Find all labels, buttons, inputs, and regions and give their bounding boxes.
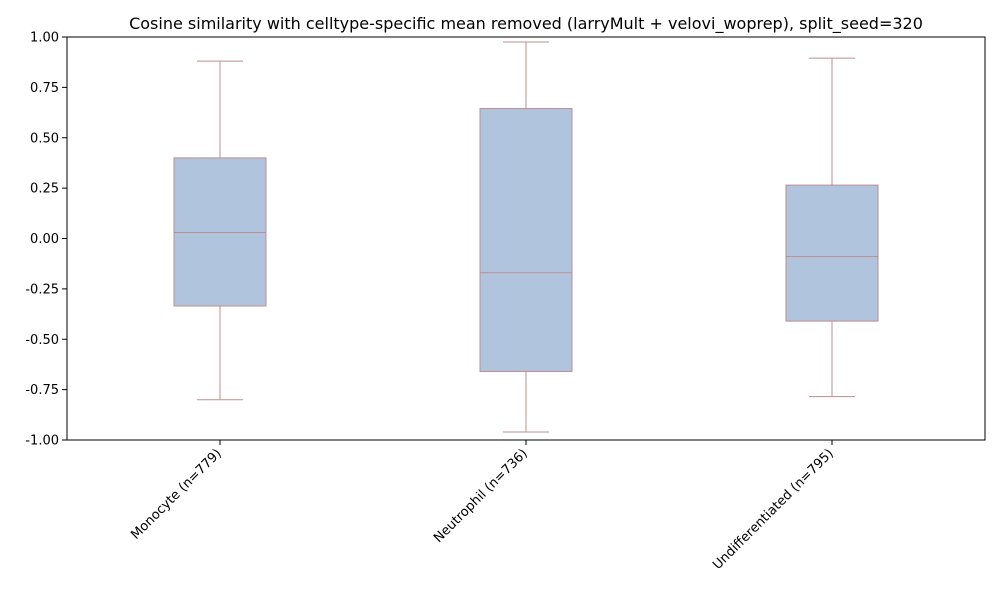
y-tick-label: 0.00 [30,232,59,247]
y-tick-label: 0.25 [30,182,59,197]
y-tick-label: -0.25 [25,282,59,297]
y-tick-label: 0.75 [30,81,59,96]
x-tick-label: Undifferentiated (n=795) [710,446,837,573]
box-iqr [785,184,879,322]
chart-title: Cosine similarity with celltype-specific… [129,14,923,34]
x-tick-label: Monocyte (n=779) [128,446,225,543]
y-tick-label: 1.00 [30,31,59,46]
y-tick-label: -1.00 [25,434,59,449]
box-iqr [479,108,573,372]
plot-frame [66,36,986,441]
x-tick-label: Neutrophil (n=736) [431,446,531,546]
y-tick-label: 0.50 [30,131,59,146]
box-iqr [173,157,267,307]
plot-area: -1.00 -0.75 -0.50 -0.25 0.00 0.25 0.50 0.75 1.00… [25,31,879,573]
y-tick-label: -0.75 [25,383,59,398]
y-tick-label: -0.50 [25,333,59,348]
